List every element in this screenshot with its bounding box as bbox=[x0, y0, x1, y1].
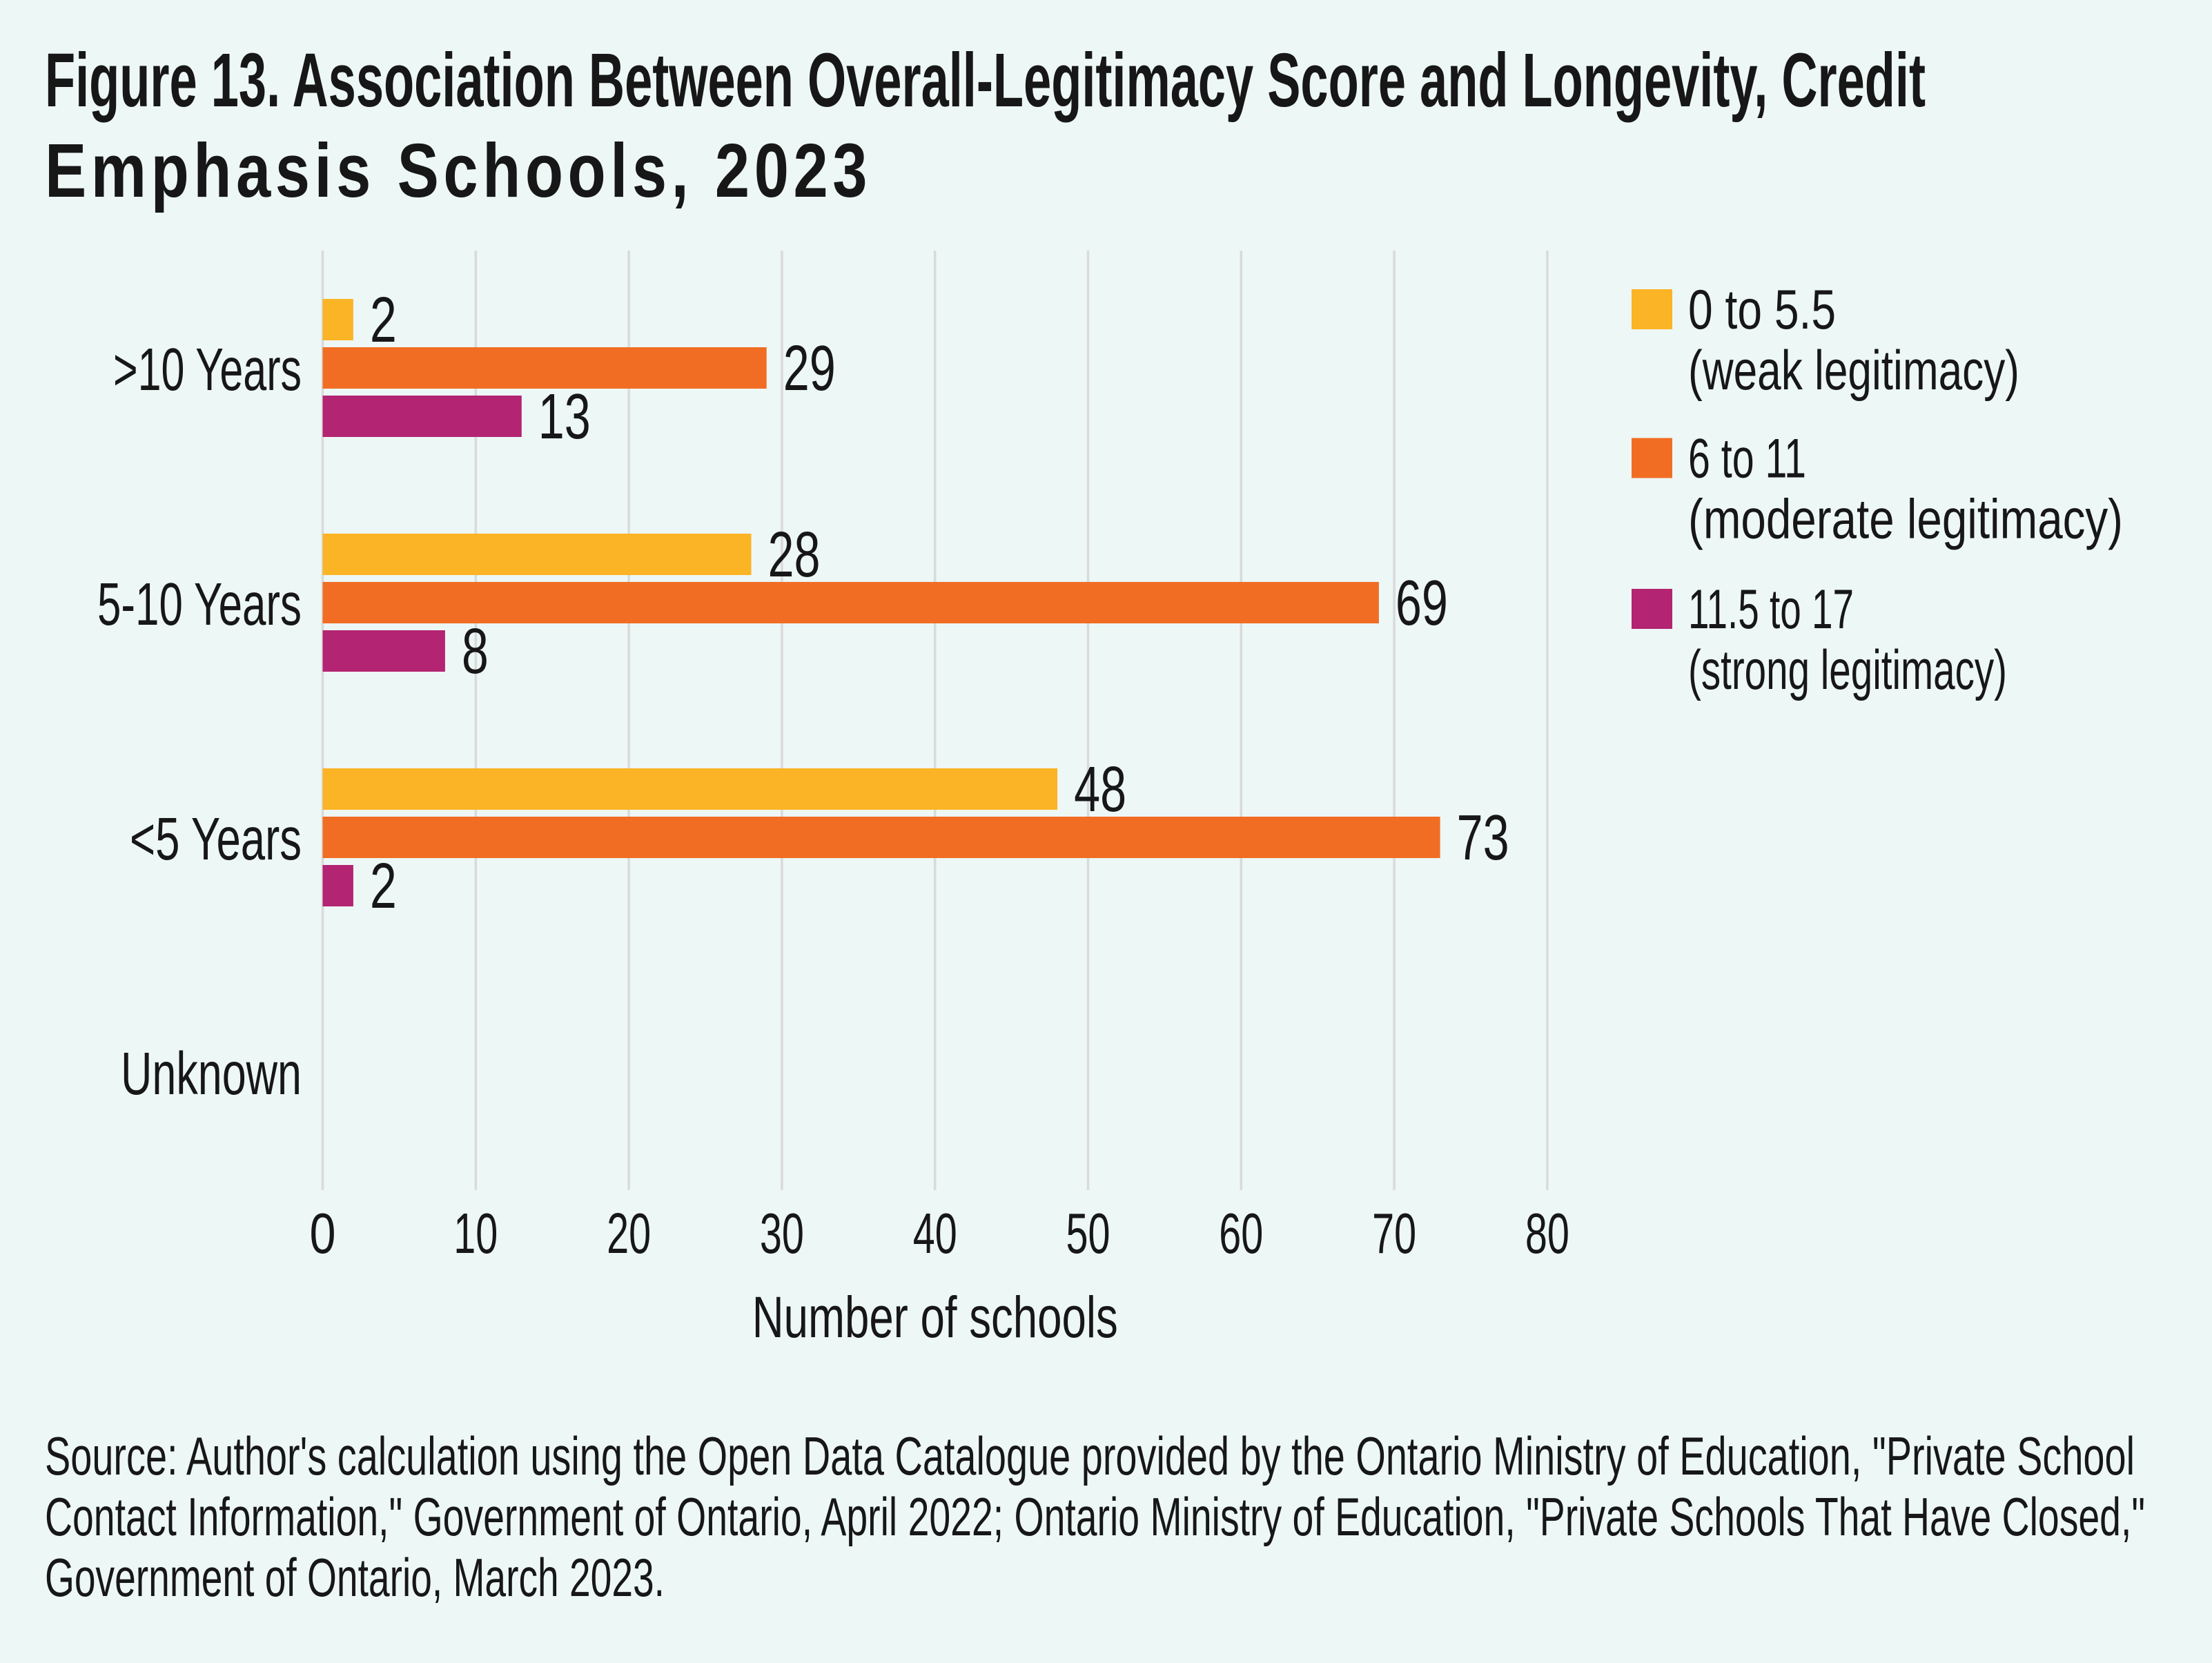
svg-text:Number of schools: Number of schools bbox=[752, 1285, 1118, 1350]
svg-text:48: 48 bbox=[1074, 753, 1126, 825]
svg-text:Contact Information," Governme: Contact Information," Government of Onta… bbox=[45, 1486, 2145, 1547]
svg-text:70: 70 bbox=[1372, 1201, 1416, 1265]
svg-text:Emphasis Schools, 2023: Emphasis Schools, 2023 bbox=[45, 128, 872, 213]
svg-text:Figure 13. Association Between: Figure 13. Association Between Overall-L… bbox=[45, 38, 1926, 123]
svg-text:40: 40 bbox=[913, 1201, 957, 1265]
svg-text:Source: Author's calculation u: Source: Author's calculation using the O… bbox=[45, 1426, 2135, 1486]
svg-text:5-10 Years: 5-10 Years bbox=[97, 571, 302, 638]
svg-text:0: 0 bbox=[310, 1201, 336, 1265]
svg-text:Unknown: Unknown bbox=[121, 1040, 302, 1107]
svg-text:60: 60 bbox=[1219, 1201, 1263, 1265]
svg-text:2: 2 bbox=[370, 850, 397, 922]
svg-text:50: 50 bbox=[1066, 1201, 1110, 1265]
svg-text:80: 80 bbox=[1525, 1201, 1569, 1265]
svg-text:8: 8 bbox=[462, 615, 489, 687]
svg-text:10: 10 bbox=[453, 1201, 498, 1265]
svg-text:>10 Years: >10 Years bbox=[113, 336, 302, 403]
svg-text:29: 29 bbox=[783, 332, 836, 404]
svg-text:20: 20 bbox=[607, 1201, 651, 1265]
svg-text:(strong legitimacy): (strong legitimacy) bbox=[1688, 639, 2007, 701]
svg-text:0 to 5.5: 0 to 5.5 bbox=[1688, 279, 1836, 341]
svg-text:13: 13 bbox=[538, 380, 591, 452]
svg-text:<5 Years: <5 Years bbox=[130, 806, 302, 873]
svg-text:(weak legitimacy): (weak legitimacy) bbox=[1688, 340, 2019, 402]
svg-text:Government of Ontario, March 2: Government of Ontario, March 2023. bbox=[45, 1547, 665, 1608]
svg-text:(moderate legitimacy): (moderate legitimacy) bbox=[1688, 489, 2123, 551]
svg-text:28: 28 bbox=[768, 518, 821, 590]
svg-text:2: 2 bbox=[370, 284, 397, 356]
svg-text:69: 69 bbox=[1396, 567, 1448, 639]
svg-text:6 to 11: 6 to 11 bbox=[1688, 428, 1806, 490]
svg-text:30: 30 bbox=[760, 1201, 804, 1265]
svg-text:73: 73 bbox=[1457, 801, 1509, 873]
svg-text:11.5 to 17: 11.5 to 17 bbox=[1688, 578, 1854, 641]
